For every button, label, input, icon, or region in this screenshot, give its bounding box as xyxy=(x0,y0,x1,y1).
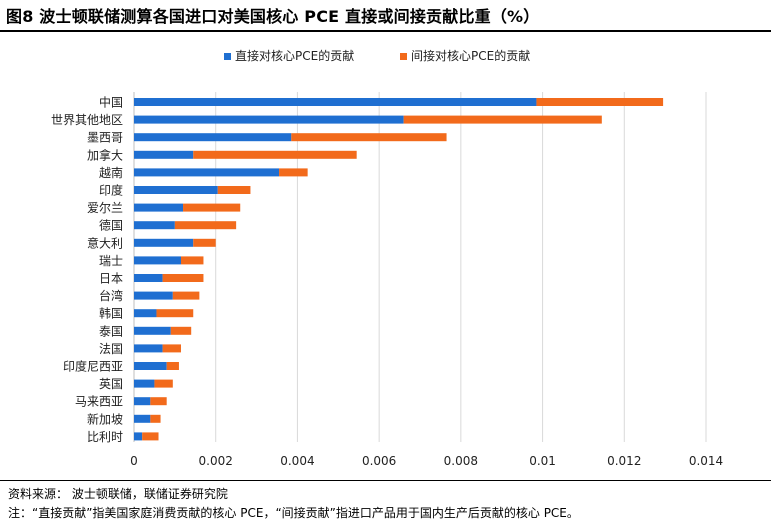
bar-indirect xyxy=(162,344,181,353)
bar-direct xyxy=(134,274,163,282)
figure-title: 图8 波士顿联储测算各国进口对美国核心 PCE 直接或间接贡献比重（%） xyxy=(6,7,540,26)
category-label: 加拿大 xyxy=(87,147,123,162)
chart-legend: 直接对核心PCE的贡献 间接对核心PCE的贡献 xyxy=(224,48,530,63)
x-tick-label: 0.012 xyxy=(607,454,641,468)
bar-indirect xyxy=(403,115,602,124)
category-label: 世界其他地区 xyxy=(51,113,123,127)
x-tick-label: 0 xyxy=(130,454,138,468)
bar-indirect xyxy=(150,414,161,423)
legend-swatch-indirect xyxy=(400,53,407,60)
category-label: 印度尼西亚 xyxy=(63,359,123,374)
bar-direct xyxy=(134,115,404,124)
bar-direct xyxy=(134,203,184,212)
category-label: 韩国 xyxy=(99,306,123,321)
category-label: 意大利 xyxy=(87,235,123,250)
bar-direct xyxy=(134,432,143,441)
x-tick-label: 0.01 xyxy=(529,454,556,468)
category-label: 日本 xyxy=(99,272,123,286)
category-label: 墨西哥 xyxy=(87,131,123,145)
category-label: 爱尔兰 xyxy=(87,200,123,215)
bar-indirect xyxy=(174,221,237,230)
footer-rule xyxy=(0,480,771,481)
bar-indirect xyxy=(150,397,167,406)
x-tick-label: 0.008 xyxy=(444,454,478,468)
bar-indirect xyxy=(162,274,204,282)
bar-indirect xyxy=(217,186,251,194)
source-note: 资料来源： 波士顿联储，联储证券研究院 xyxy=(8,487,228,501)
bar-indirect xyxy=(154,379,173,388)
legend-swatch-direct xyxy=(224,53,231,60)
footnote: 注：“直接贡献”指美国家庭消费贡献的核心 PCE，“间接贡献”指进口产品用于国内… xyxy=(8,506,579,520)
legend-label-indirect: 间接对核心PCE的贡献 xyxy=(411,48,530,63)
category-label: 新加坡 xyxy=(87,411,123,426)
category-label: 德国 xyxy=(99,218,123,233)
x-tick-label: 0.006 xyxy=(362,454,396,468)
category-label: 英国 xyxy=(99,377,123,391)
bar-direct xyxy=(134,238,194,247)
bar-indirect xyxy=(291,133,447,142)
x-tick-label: 0.004 xyxy=(280,454,314,468)
bar-indirect xyxy=(156,309,194,318)
bar-direct xyxy=(134,344,163,353)
title-bar: 图8 波士顿联储测算各国进口对美国核心 PCE 直接或间接贡献比重（%） xyxy=(0,0,771,30)
bar-direct xyxy=(134,133,292,142)
bar-indirect xyxy=(170,326,192,335)
category-label: 比利时 xyxy=(87,430,123,444)
chart-bars xyxy=(134,98,664,441)
bar-direct xyxy=(134,256,181,265)
bar-indirect xyxy=(183,203,241,212)
category-label: 台湾 xyxy=(99,288,123,303)
category-label: 瑞士 xyxy=(99,254,123,268)
legend-label-direct: 直接对核心PCE的贡献 xyxy=(235,48,354,63)
x-axis-labels: 0 0.002 0.004 0.006 0.008 0.01 0.012 0.014 xyxy=(130,454,723,468)
bar-direct xyxy=(134,414,151,423)
bar-direct xyxy=(134,326,171,335)
bar-direct xyxy=(134,168,280,177)
bar-direct xyxy=(134,98,537,106)
title-rule xyxy=(0,30,771,32)
bar-direct xyxy=(134,309,157,318)
bar-direct xyxy=(134,291,173,300)
bar-indirect xyxy=(180,256,204,265)
bar-indirect xyxy=(536,98,664,106)
category-label: 泰国 xyxy=(99,324,123,338)
x-tick-label: 0.002 xyxy=(199,454,233,468)
bar-direct xyxy=(134,362,167,370)
bar-direct xyxy=(134,221,175,230)
category-label: 马来西亚 xyxy=(75,395,123,409)
bar-indirect xyxy=(193,150,357,159)
x-tick-label: 0.014 xyxy=(689,454,723,468)
category-label: 中国 xyxy=(99,95,123,110)
bar-indirect xyxy=(142,432,159,441)
bar-direct xyxy=(134,397,151,406)
stacked-bar-chart: 直接对核心PCE的贡献 间接对核心PCE的贡献 中国世界其他地区墨西哥加拿大越南印… xyxy=(51,48,723,468)
chart-gridlines xyxy=(133,92,707,442)
category-label: 印度 xyxy=(99,183,123,198)
bar-indirect xyxy=(279,168,308,177)
bar-indirect xyxy=(172,291,200,300)
category-label: 法国 xyxy=(99,342,123,356)
bar-direct xyxy=(134,379,155,388)
bar-direct xyxy=(134,150,194,159)
y-axis-labels: 中国世界其他地区墨西哥加拿大越南印度爱尔兰德国意大利瑞士日本台湾韩国泰国法国印度… xyxy=(51,95,123,444)
category-label: 越南 xyxy=(99,165,123,180)
bar-indirect xyxy=(193,238,216,247)
bar-indirect xyxy=(166,362,179,370)
bar-direct xyxy=(134,186,218,194)
